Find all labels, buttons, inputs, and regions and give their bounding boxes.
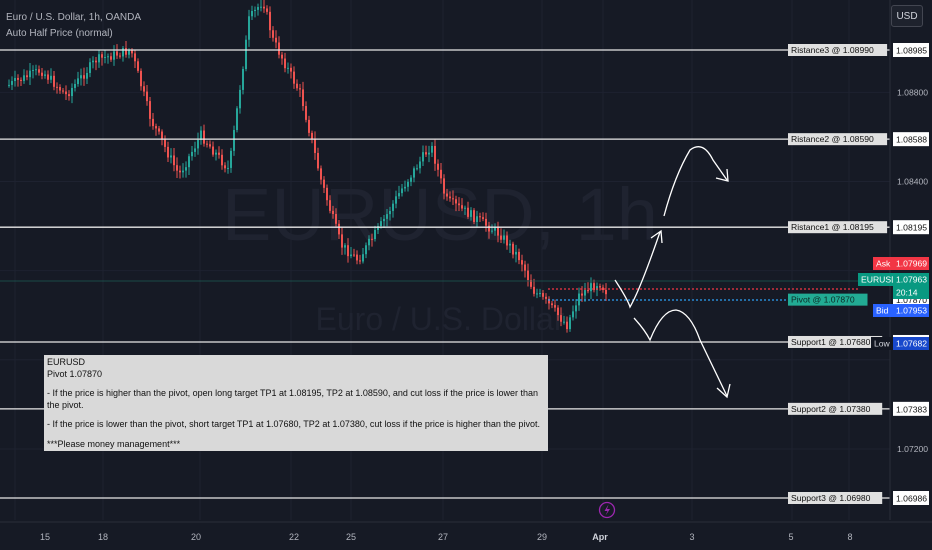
low-price: 1.07682 [893, 337, 929, 350]
chart-header: Euro / U.S. Dollar, 1h, OANDA Auto Half … [6, 10, 141, 42]
candlestick-series [0, 0, 890, 333]
time-axis-label: 18 [98, 532, 108, 542]
watermark-symbol: EURUSD, 1h [222, 173, 658, 256]
level-label: Ristance1 @ 1.08195 [788, 221, 888, 234]
level-labels: Ristance3 @ 1.08990 Ristance2 @ 1.08590 Ri… [788, 44, 888, 504]
svg-text:Support1 @ 1.07680: Support1 @ 1.07680 [791, 337, 871, 347]
svg-text:1.07870: 1.07870 [896, 295, 927, 305]
level-label: Support2 @ 1.07380 [788, 402, 883, 415]
axis-price-box: 1.07383 [893, 401, 929, 416]
svg-text:1.08588: 1.08588 [896, 135, 927, 145]
time-axis[interactable]: 15 18 20 22 25 27 29 Apr 3 5 8 [0, 521, 932, 542]
axis-tick-label: 1.08400 [897, 177, 928, 187]
svg-text:Low: Low [874, 339, 891, 349]
note-short-plan: - If the price is lower than the pivot, … [47, 419, 540, 429]
svg-text:Ristance3 @ 1.08990: Ristance3 @ 1.08990 [791, 45, 874, 55]
note-long-plan: - If the price is higher than the pivot,… [47, 388, 538, 410]
last-price: 1.07963 [893, 273, 929, 286]
long-arrow-head-2 [715, 168, 729, 182]
svg-text:1.08985: 1.08985 [896, 46, 927, 56]
short-arrow-head [716, 383, 731, 399]
ask-price: 1.07969 [893, 257, 929, 270]
svg-text:EURUSD: EURUSD [861, 275, 897, 285]
time-axis-label: 22 [289, 532, 299, 542]
projection-arrows [614, 146, 731, 399]
analysis-note: EURUSD Pivot 1.07870 - If the price is h… [44, 355, 548, 451]
time-axis-label: Apr [592, 532, 608, 542]
axis-tick-label: 1.08800 [897, 87, 928, 97]
symbol-title: Euro / U.S. Dollar, 1h, OANDA [6, 12, 142, 23]
time-axis-label: 3 [689, 532, 694, 542]
svg-text:Pivot @ 1.07870: Pivot @ 1.07870 [791, 295, 855, 305]
svg-text:1.07953: 1.07953 [896, 306, 927, 316]
time-axis-label: 25 [346, 532, 356, 542]
level-label: Pivot @ 1.07870 [788, 293, 868, 306]
svg-text:Ristance1 @ 1.08195: Ristance1 @ 1.08195 [791, 222, 874, 232]
time-axis-label: 15 [40, 532, 50, 542]
svg-text:1.08195: 1.08195 [896, 223, 927, 233]
bid-price: 1.07953 [893, 304, 929, 317]
long-arrow-head-1 [650, 229, 663, 244]
level-label: Ristance2 @ 1.08590 [788, 133, 888, 146]
svg-text:Support3 @ 1.06980: Support3 @ 1.06980 [791, 493, 871, 503]
symbol-watermark: EURUSD, 1h Euro / U.S. Dollar [222, 173, 658, 337]
long-scenario-arrow-2 [663, 146, 728, 217]
time-axis-label: 27 [438, 532, 448, 542]
bar-countdown: 20:14 [893, 286, 929, 299]
svg-text:1.07383: 1.07383 [896, 404, 927, 414]
low-label: Low [871, 337, 893, 350]
svg-text:Bid: Bid [876, 306, 889, 316]
time-axis-label: 8 [847, 532, 852, 542]
bid-label: Bid [873, 304, 893, 317]
currency-button[interactable]: USD [891, 5, 923, 27]
svg-text:1.06986: 1.06986 [896, 494, 927, 504]
svg-text:Ask: Ask [876, 259, 891, 269]
level-label: Ristance3 @ 1.08990 [788, 44, 888, 56]
time-axis-label: 29 [537, 532, 547, 542]
svg-text:1.07969: 1.07969 [896, 259, 927, 269]
level-label: Support1 @ 1.07680 [788, 335, 883, 348]
level-label: Support3 @ 1.06980 [788, 492, 883, 504]
indicator-title[interactable]: Auto Half Price (normal) [6, 28, 113, 39]
time-axis-label: 20 [191, 532, 201, 542]
svg-text:Support2 @ 1.07380: Support2 @ 1.07380 [791, 404, 871, 414]
axis-price-box: 1.08195 [893, 220, 929, 235]
symbol-tag: EURUSD [858, 273, 897, 286]
axis-price-box: 1.08985 [893, 43, 929, 57]
svg-text:1.07963: 1.07963 [896, 275, 927, 285]
long-scenario-arrow-1 [614, 231, 661, 309]
note-title: EURUSD [47, 357, 86, 367]
svg-text:1.07682: 1.07682 [896, 339, 927, 349]
lightning-icon[interactable] [598, 501, 616, 519]
time-axis-label: 5 [788, 532, 793, 542]
axis-price-box: 1.06986 [893, 491, 929, 505]
short-scenario-arrow [633, 309, 728, 397]
note-pivot: Pivot 1.07870 [47, 368, 103, 379]
axis-price-box: 1.08588 [893, 132, 929, 147]
svg-text:Ristance2 @ 1.08590: Ristance2 @ 1.08590 [791, 134, 874, 144]
svg-text:20:14: 20:14 [896, 288, 918, 298]
watermark-description: Euro / U.S. Dollar [316, 301, 565, 337]
ask-label: Ask [873, 257, 893, 270]
note-footer: ***Please money management*** [47, 438, 181, 449]
axis-tick-label: 1.07200 [897, 444, 928, 454]
